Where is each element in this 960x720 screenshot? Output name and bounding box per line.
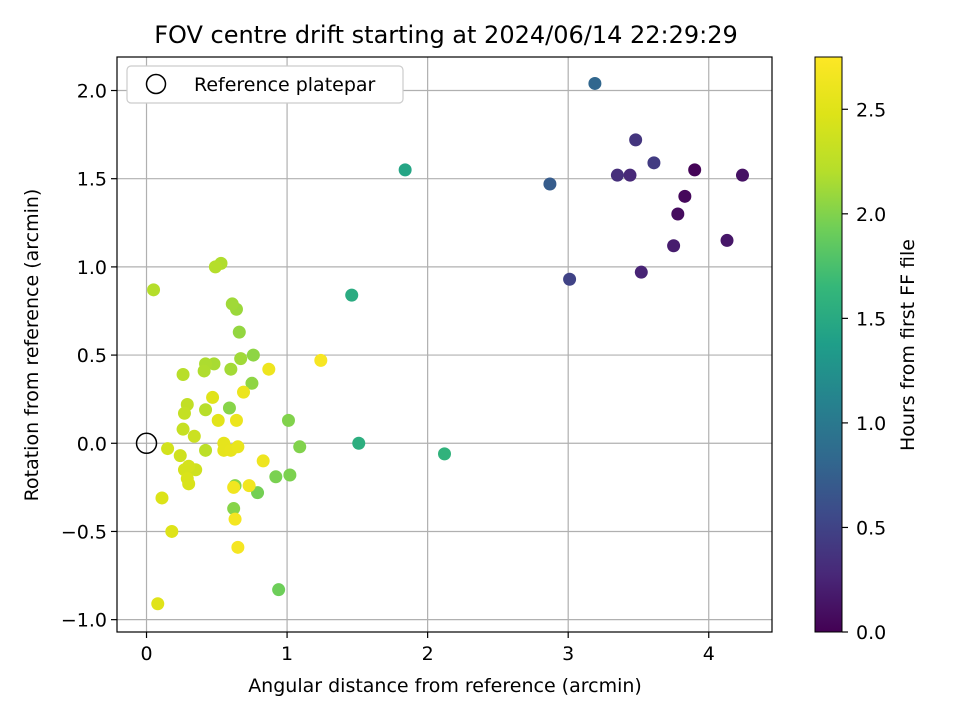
data-point xyxy=(182,459,196,473)
data-point xyxy=(165,524,179,538)
data-point xyxy=(610,168,624,182)
colorbar-tick-label: 2.0 xyxy=(856,204,886,226)
data-point xyxy=(232,325,246,339)
data-point xyxy=(199,403,213,417)
y-tick-label: −0.5 xyxy=(61,521,107,543)
data-point xyxy=(269,470,283,484)
data-point xyxy=(735,168,749,182)
colorbar-ticks: 0.0 0.5 1.0 1.5 2.0 2.5 xyxy=(842,99,886,644)
data-point xyxy=(438,447,451,461)
x-tick-label: 1 xyxy=(281,643,293,665)
y-tick-label: 1.5 xyxy=(77,169,107,191)
y-axis-label: Rotation from reference (arcmin) xyxy=(21,189,43,502)
x-axis-ticks: 0 1 2 3 4 xyxy=(140,632,715,665)
data-point xyxy=(256,454,270,468)
data-point xyxy=(245,376,259,390)
data-point xyxy=(176,422,190,436)
colorbar-tick-label: 2.5 xyxy=(856,99,886,121)
y-tick-label: 1.0 xyxy=(77,257,107,279)
data-point xyxy=(293,440,307,454)
y-axis-ticks: −1.0 −0.5 0.0 0.5 1.0 1.5 2.0 xyxy=(61,81,117,632)
colorbar: 0.0 0.5 1.0 1.5 2.0 2.5 Hours from first FF f… xyxy=(814,56,919,644)
data-point xyxy=(720,233,734,247)
data-point xyxy=(272,583,286,597)
data-point xyxy=(647,156,661,170)
data-point xyxy=(151,597,165,611)
data-point xyxy=(173,449,187,463)
data-point xyxy=(197,364,211,378)
data-point xyxy=(281,413,295,427)
data-point xyxy=(398,163,412,177)
data-point xyxy=(147,283,161,297)
grid xyxy=(117,57,772,632)
colorbar-label: Hours from first FF file xyxy=(897,239,919,451)
data-point xyxy=(667,239,681,253)
data-point xyxy=(678,189,692,203)
data-point xyxy=(206,390,220,404)
data-points xyxy=(135,76,749,611)
data-point xyxy=(262,362,276,376)
data-point xyxy=(227,480,241,494)
data-point xyxy=(227,502,241,516)
data-point xyxy=(161,442,175,456)
y-tick-label: 2.0 xyxy=(77,81,107,103)
data-point xyxy=(155,491,169,505)
data-point xyxy=(224,362,238,376)
data-point xyxy=(352,436,366,450)
colorbar-tick-label: 1.0 xyxy=(856,413,886,435)
data-point xyxy=(222,401,236,415)
data-point xyxy=(211,413,225,427)
data-point xyxy=(229,413,243,427)
data-point xyxy=(182,477,196,491)
data-point xyxy=(177,406,191,420)
legend: Reference platepar xyxy=(126,65,404,104)
data-point xyxy=(283,468,297,482)
x-tick-label: 3 xyxy=(562,643,574,665)
y-tick-label: 0.0 xyxy=(77,433,107,455)
colorbar-tick-label: 0.5 xyxy=(856,517,886,539)
data-point xyxy=(671,207,685,221)
data-point xyxy=(314,353,328,367)
data-point xyxy=(237,385,251,399)
data-point xyxy=(345,288,359,302)
colorbar-tick-label: 0.0 xyxy=(856,622,886,644)
data-point xyxy=(623,168,637,182)
data-point xyxy=(231,540,245,554)
data-point xyxy=(629,133,643,147)
data-point xyxy=(208,260,222,274)
data-point xyxy=(199,443,213,457)
chart-title: FOV centre drift starting at 2024/06/14 … xyxy=(154,21,738,49)
colorbar-gradient xyxy=(814,56,843,633)
data-point xyxy=(234,352,248,366)
x-axis-label: Angular distance from reference (arcmin) xyxy=(248,675,642,697)
data-point xyxy=(563,272,577,286)
data-point xyxy=(231,440,245,454)
legend-entry-label: Reference platepar xyxy=(194,74,376,96)
data-point xyxy=(543,177,557,191)
plot-frame xyxy=(116,56,773,633)
x-tick-label: 0 xyxy=(140,643,152,665)
reference-platepar-marker-icon xyxy=(145,73,167,95)
data-point xyxy=(242,479,256,493)
data-point xyxy=(634,265,648,279)
data-point xyxy=(246,348,260,362)
x-tick-label: 2 xyxy=(422,643,434,665)
data-point xyxy=(176,367,190,381)
data-point xyxy=(688,163,702,177)
data-point xyxy=(187,429,201,443)
data-point xyxy=(225,297,239,311)
data-point xyxy=(588,76,602,90)
y-tick-label: −1.0 xyxy=(61,610,107,632)
data-point xyxy=(228,512,242,526)
x-tick-label: 4 xyxy=(703,643,715,665)
colorbar-tick-label: 1.5 xyxy=(856,308,886,330)
y-tick-label: 0.5 xyxy=(77,345,107,367)
legend-box xyxy=(126,65,404,104)
reference-platepar-marker xyxy=(135,432,158,455)
